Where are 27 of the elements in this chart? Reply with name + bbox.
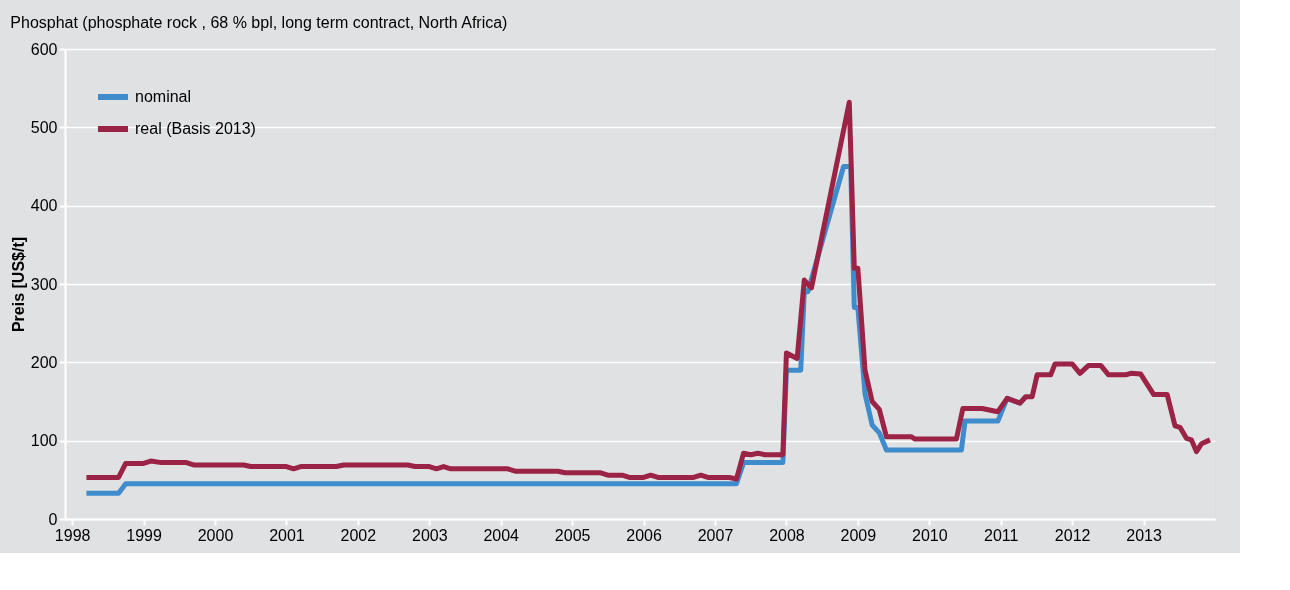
y-tick-label: 200 [30, 353, 58, 371]
legend-label: real (Basis 2013) [135, 120, 256, 137]
x-tick-label: 1999 [126, 526, 162, 544]
x-tick-label: 2002 [340, 526, 377, 544]
x-tick-label: 2004 [483, 526, 520, 544]
y-tick-label: 500 [30, 118, 58, 136]
x-tick-label: 2005 [554, 526, 591, 544]
y-tick-label: 300 [30, 275, 58, 293]
y-tick-label: 0 [48, 510, 58, 528]
y-tick-label: 100 [30, 432, 58, 450]
x-tick-label: 2010 [911, 526, 948, 544]
x-tick-label: 2001 [269, 526, 305, 544]
x-tick-label: 2012 [1054, 526, 1091, 544]
x-tick-label: 2011 [984, 526, 1019, 544]
x-tick-label: 2009 [840, 526, 877, 544]
x-tick-label: 2007 [697, 526, 734, 544]
x-tick-label: 2008 [769, 526, 805, 544]
x-tick-label: 2006 [626, 526, 662, 544]
x-tick-label: 2013 [1126, 526, 1162, 544]
x-tick-label: 2000 [197, 526, 234, 544]
legend-label: nominal [135, 88, 192, 105]
y-tick-label: 400 [30, 197, 58, 215]
x-tick-label: 2003 [411, 526, 448, 544]
y-tick-label: 600 [30, 40, 58, 58]
chart-title: Phosphat (phosphate rock , 68 % bpl, long term contract, North Africa) [10, 14, 508, 31]
x-tick-label: 1998 [54, 526, 91, 544]
y-axis-title: Preis [US$/t] [9, 236, 27, 333]
